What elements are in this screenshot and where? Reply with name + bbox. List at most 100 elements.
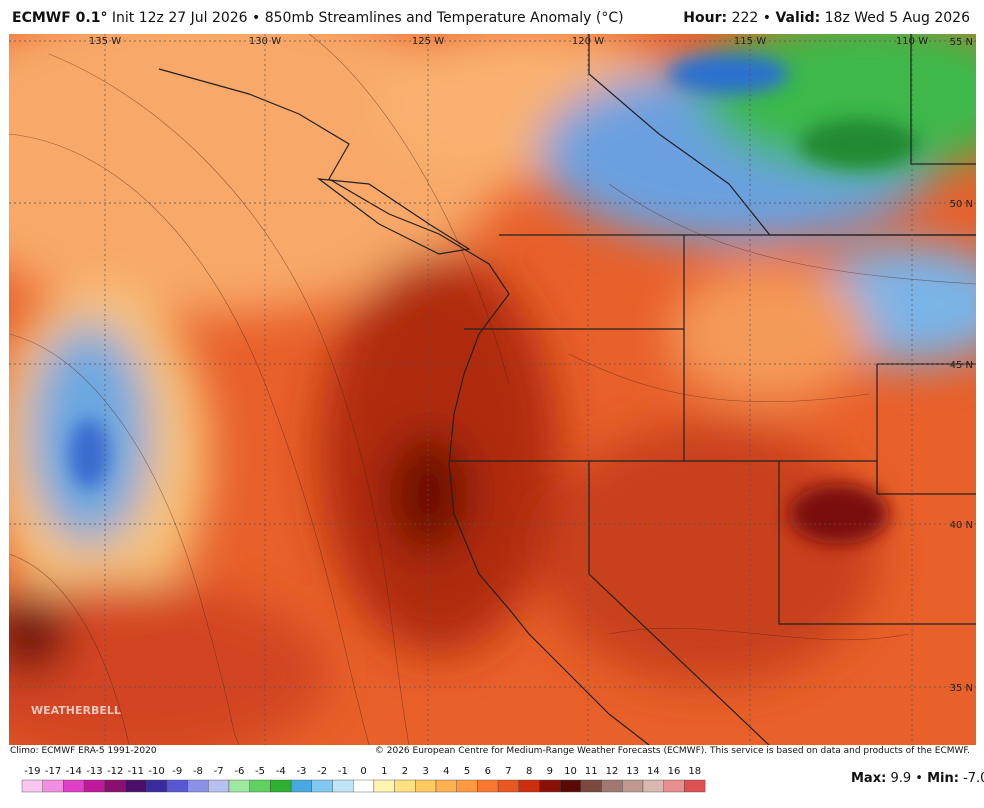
colorbar-label: 6 [485,766,491,777]
longitude-label: 135 W [89,36,121,47]
valid: 18z Wed 5 Aug 2026 [824,10,970,26]
colorbar: -19 -17 -14 -13 -12 -11 -10 -9 -8 -7 -6 -5 -4 -3 -2 -1 0… [21,766,706,793]
valid-label: Valid: [775,10,821,26]
header-right: Hour: 222 • Valid: 18z Wed 5 Aug 2026 [683,10,970,26]
colorbar-label: -1 [338,766,348,777]
map: 135 W 130 W 125 W 120 W 115 W 110 W 55 N 50 N 4… [9,34,976,745]
colorbar-swatch [290,779,313,793]
colorbar-swatch [249,779,271,793]
latitude-label: 55 N [950,37,973,48]
colorbar-swatch [228,779,250,793]
colorbar-label: -9 [172,766,182,777]
colorbar-swatch [187,779,209,793]
latitude-label: 45 N [950,360,973,371]
colorbar-label: 8 [526,766,532,777]
stats: Max: 9.9 • Min: -7.0 [851,771,984,786]
longitude-label: 120 W [572,36,604,47]
colorbar-swatch [270,779,292,793]
longitude-label: 115 W [734,36,766,47]
colorbar-swatch [642,779,664,793]
colorbar-label: 16 [668,766,681,777]
colorbar-swatch [145,779,168,793]
colorbar-swatch [684,779,706,793]
colorbar-swatch [63,779,85,793]
colorbar-label: 1 [381,766,387,777]
colorbar-swatch [332,779,354,793]
header-left: ECMWF 0.1° Init 12z 27 Jul 2026 • 850mb … [12,10,624,26]
colorbar-label: -13 [86,766,102,777]
colorbar-label: 7 [505,766,511,777]
colorbar-label: -7 [214,766,224,777]
colorbar-label: 5 [464,766,470,777]
colorbar-label: -3 [296,766,306,777]
colorbar-swatch [353,779,375,793]
latitude-label: 40 N [950,520,973,531]
longitude-labels: 135 W 130 W 125 W 120 W 115 W 110 W [89,36,928,47]
colorbar-swatch [104,779,126,793]
colorbar-label: -12 [107,766,123,777]
colorbar-swatch [415,779,437,793]
colorbar-swatch [166,779,188,793]
min-label: Min: [927,771,959,786]
max: 9.9 [890,771,912,786]
colorbar-swatch [601,779,623,793]
watermark: WEATHERBELL [31,704,121,717]
colorbar-swatch [373,779,395,793]
colorbar-swatch [435,779,457,793]
colorbar-swatch [663,779,685,793]
colorbar-label: 3 [422,766,428,777]
colorbar-label: -19 [24,766,40,777]
separator: • [915,771,923,786]
colorbar-swatch [42,779,64,793]
colorbar-label: -10 [148,766,164,777]
colorbar-label: 11 [585,766,598,777]
colorbar-swatch [560,779,582,793]
colorbar-swatch [125,779,147,793]
colorbar-label: 10 [564,766,577,777]
streamlines [9,34,976,745]
colorbar-label: -11 [128,766,144,777]
colorbar-swatch [21,779,43,793]
colorbar-label: 9 [547,766,553,777]
colorbar-swatch [477,779,499,793]
colorbar-swatch [580,779,602,793]
longitude-label: 110 W [896,36,928,47]
hour-label: Hour: [683,10,728,26]
colorbar-label: 13 [626,766,639,777]
max-label: Max: [851,771,887,786]
colorbar-label: 14 [647,766,660,777]
colorbar-swatch [518,779,540,793]
colorbar-label: -14 [66,766,82,777]
colorbar-label: -2 [317,766,327,777]
climo: Climo: ECMWF ERA-5 1991-2020 [10,746,157,756]
colorbar-label: -5 [255,766,265,777]
colorbar-swatch [83,779,105,793]
colorbar-label: -17 [45,766,61,777]
colorbar-swatch [394,779,416,793]
model: ECMWF 0.1° [12,10,108,26]
title: Init 12z 27 Jul 2026 • 850mb Streamlines… [111,10,624,26]
min: -7.0 [963,771,984,786]
latitude-labels: 55 N 50 N 45 N 40 N 35 N [950,37,973,694]
colorbar-swatch [208,779,230,793]
colorbar-label: 18 [688,766,701,777]
hour: 222 • [731,10,771,26]
colorbar-label: -6 [234,766,244,777]
colorbar-swatch [622,779,644,793]
colorbar-swatch [456,779,478,793]
colorbar-label: -8 [193,766,203,777]
graticule [9,34,976,745]
copyright: © 2026 European Centre for Medium-Range … [374,746,970,756]
colorbar-swatch [539,779,561,793]
longitude-label: 130 W [249,36,281,47]
longitude-label: 125 W [412,36,444,47]
latitude-label: 50 N [950,199,973,210]
latitude-label: 35 N [950,683,973,694]
colorbar-label: 2 [402,766,408,777]
colorbar-swatch [497,779,520,793]
colorbar-label: -4 [276,766,286,777]
colorbar-label: 4 [443,766,449,777]
colorbar-swatch [311,779,333,793]
